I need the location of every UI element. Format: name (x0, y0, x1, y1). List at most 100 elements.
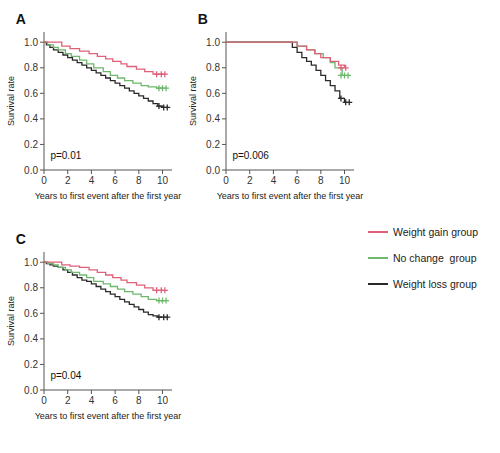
x-tick (138, 170, 139, 174)
x-tick (44, 170, 45, 174)
y-tick (40, 170, 44, 171)
y-tick (40, 313, 44, 314)
legend-swatch (368, 231, 388, 233)
y-tick-label: 0.4 (24, 113, 38, 124)
y-tick-label: 0.8 (206, 62, 220, 73)
y-tick-label: 0.0 (24, 385, 38, 396)
survival-step-line (44, 42, 163, 107)
x-axis-label: Years to first event after the first yea… (35, 411, 182, 421)
x-tick (138, 390, 139, 394)
survival-step-line (44, 262, 163, 300)
plot-area (44, 262, 170, 320)
x-tick-label: 6 (112, 395, 118, 406)
y-tick-label: 1.0 (24, 257, 38, 268)
x-tick (273, 170, 274, 174)
x-tick (44, 390, 45, 394)
censor-mark (164, 314, 170, 320)
y-tick (40, 364, 44, 365)
y-tick-label: 0.0 (24, 165, 38, 176)
legend-swatch (368, 283, 388, 285)
x-tick (344, 170, 345, 174)
y-tick-label: 0.2 (206, 139, 220, 150)
chart-root: 0 2 4 6 8 10 0.0 0.2 0.4 0.6 0.8 1.0 Years to first … (0, 0, 500, 453)
panel: 0 2 4 6 8 10 0.0 0.2 0.4 0.6 0.8 1.0 Years to first … (188, 11, 363, 201)
y-tick-label: 0.6 (206, 88, 220, 99)
y-tick-label: 0.0 (206, 165, 220, 176)
x-axis-line (44, 390, 172, 391)
y-axis-label: Survival rate (188, 76, 198, 126)
survival-step-line (226, 42, 345, 102)
survival-step-line (226, 42, 345, 75)
x-tick-label: 4 (89, 395, 95, 406)
y-tick (222, 42, 226, 43)
legend-label: Weight gain group (393, 226, 478, 238)
censor-mark (345, 72, 351, 78)
survival-step-line (226, 42, 345, 68)
y-tick (40, 338, 44, 339)
y-tick-label: 0.4 (24, 333, 38, 344)
panel-title: A (16, 11, 26, 27)
x-tick-label: 6 (112, 175, 118, 186)
x-tick (320, 170, 321, 174)
y-tick (222, 144, 226, 145)
x-tick-label: 2 (247, 175, 253, 186)
plot-area (44, 42, 170, 110)
x-tick-label: 4 (89, 175, 95, 186)
y-tick (222, 93, 226, 94)
y-tick (222, 170, 226, 171)
x-tick-label: 4 (271, 175, 277, 186)
panel-title: C (16, 231, 26, 247)
y-axis-line (226, 32, 227, 170)
y-tick-label: 0.2 (24, 359, 38, 370)
x-axis-label: Years to first event after the first yea… (217, 191, 364, 201)
x-tick-label: 8 (136, 175, 142, 186)
x-tick (115, 170, 116, 174)
x-tick (162, 170, 163, 174)
y-tick-label: 0.8 (24, 62, 38, 73)
legend: Weight gain group No change group Weight l… (368, 226, 478, 290)
x-tick (67, 390, 68, 394)
y-tick (40, 262, 44, 263)
survival-step-line (44, 262, 163, 317)
x-tick-label: 10 (339, 175, 351, 186)
survival-step-line (44, 262, 163, 290)
legend-label: Weight loss group (393, 278, 477, 290)
y-tick-label: 1.0 (206, 37, 220, 48)
y-tick (40, 287, 44, 288)
y-tick-label: 0.6 (24, 88, 38, 99)
y-tick (40, 144, 44, 145)
y-tick (40, 390, 44, 391)
x-tick (297, 170, 298, 174)
x-tick-label: 6 (294, 175, 300, 186)
y-axis-label: Survival rate (6, 296, 16, 346)
panel-title: B (198, 11, 208, 27)
survival-step-line (44, 42, 163, 88)
y-tick (222, 67, 226, 68)
x-tick-label: 0 (223, 175, 229, 186)
y-tick (40, 118, 44, 119)
x-tick (249, 170, 250, 174)
legend-label: No change group (393, 252, 477, 264)
y-tick (40, 67, 44, 68)
censor-mark (346, 99, 352, 105)
censor-mark (156, 103, 162, 109)
y-tick-label: 0.4 (206, 113, 220, 124)
y-tick-label: 0.6 (24, 308, 38, 319)
y-axis-label: Survival rate (6, 76, 16, 126)
y-tick (222, 118, 226, 119)
x-tick-label: 10 (157, 175, 169, 186)
panel: 02468100.00.20.40.60.81.0Years to first … (6, 231, 181, 421)
censor-mark (338, 95, 344, 101)
x-tick-label: 8 (136, 395, 142, 406)
y-tick (40, 42, 44, 43)
x-axis-line (226, 170, 354, 171)
censor-mark (162, 71, 168, 77)
x-tick-label: 0 (41, 175, 47, 186)
x-tick-label: 8 (318, 175, 324, 186)
y-tick-label: 0.8 (24, 282, 38, 293)
y-tick (40, 93, 44, 94)
x-axis-line (44, 170, 172, 171)
plot-area (226, 42, 352, 105)
x-tick (91, 170, 92, 174)
x-tick (115, 390, 116, 394)
